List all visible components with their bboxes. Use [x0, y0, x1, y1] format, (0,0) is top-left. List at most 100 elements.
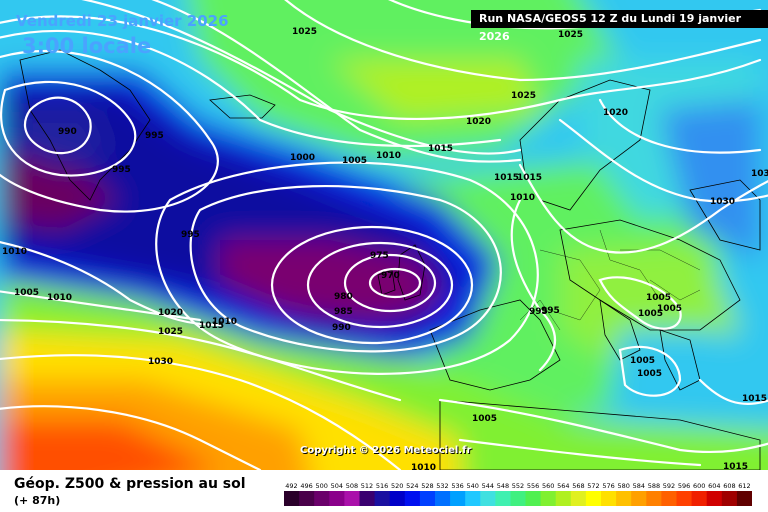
scale-tick-label: 556: [527, 482, 539, 490]
scale-swatch: [404, 491, 421, 506]
color-scale: 492 496 500 504 508 512 516 520 524 528 532 536 540 5…: [284, 482, 752, 506]
isobar-label: 1005: [657, 304, 682, 314]
isobar-label: 995: [541, 306, 560, 316]
isobar-label: 1015: [428, 144, 453, 154]
isobar-label: 1030: [751, 169, 768, 179]
isobar-label: 1015: [199, 321, 224, 331]
isobar-label: 1025: [511, 91, 536, 101]
scale-swatch: [706, 491, 723, 506]
isobar-labels: 1025 1025 1025 1020 1020 990 995 995 100…: [2, 27, 768, 470]
isobar-label: 1010: [2, 247, 27, 257]
isobar-label: 1030: [710, 197, 735, 207]
scale-tick-label: 564: [557, 482, 569, 490]
scale-tick-label: 560: [542, 482, 554, 490]
scale-swatch: [465, 491, 481, 506]
copyright: Copyright © 2026 Meteociel.fr: [300, 445, 472, 456]
scale-tick-label: 580: [617, 482, 629, 490]
scale-swatch: [736, 491, 752, 506]
scale-swatch: [314, 491, 330, 506]
scale-swatch: [616, 491, 632, 506]
isobar-label: 1005: [472, 414, 497, 424]
scale-swatch: [495, 491, 511, 506]
isobar-label: 1005: [646, 293, 671, 303]
scale-tick-label: 588: [648, 482, 660, 490]
scale-tick-label: 552: [512, 482, 524, 490]
scale-tick-label: 608: [723, 482, 735, 490]
scale-swatch: [389, 491, 406, 506]
isobar-label: 995: [529, 307, 548, 317]
scale-swatch: [555, 491, 572, 506]
isobar-label: 1015: [517, 173, 542, 183]
isobar-label: 1015: [494, 173, 519, 183]
scale-tick-label: 600: [693, 482, 705, 490]
isobar-label: 980: [334, 292, 353, 302]
scale-tick-label: 532: [436, 482, 448, 490]
isobar-label: 1005: [14, 288, 39, 298]
isobar-label: 1000: [290, 153, 315, 163]
isobar-label: 1025: [292, 27, 317, 37]
isobar-label: 990: [58, 127, 77, 137]
scale-swatch: [691, 491, 708, 506]
scale-swatch: [601, 491, 617, 506]
scale-swatch: [359, 491, 375, 506]
coastlines: [19, 49, 761, 470]
scale-swatch: [329, 491, 345, 506]
scale-tick-label: 524: [406, 482, 418, 490]
scale-swatch: [631, 491, 647, 506]
weather-map: 1025 1025 1025 1020 1020 990 995 995 100…: [0, 0, 768, 470]
run-info: Run NASA/GEOS5 12 Z du Lundi 19 janvier …: [471, 10, 768, 43]
scale-swatch: [344, 491, 360, 506]
scale-tick-label: 568: [572, 482, 584, 490]
scale-tick-label: 548: [497, 482, 509, 490]
map-title: Géop. Z500 & pression au sol: [14, 476, 246, 492]
isobar-label: 1010: [47, 293, 72, 303]
isobar-label: 975: [370, 251, 389, 261]
isobar-label: 990: [332, 323, 351, 333]
isobar-label: 1015: [742, 394, 767, 404]
scale-tick-label: 520: [391, 482, 403, 490]
scale-tick-label: 572: [587, 482, 599, 490]
scale-swatch: [676, 491, 692, 506]
scale-tick-label: 516: [376, 482, 388, 490]
scale-tick-label: 500: [315, 482, 327, 490]
scale-swatch: [661, 491, 677, 506]
scale-swatch: [419, 491, 436, 506]
isobar-label: 1005: [630, 356, 655, 366]
scale-swatch: [480, 491, 496, 506]
scale-tick-label: 512: [361, 482, 373, 490]
scale-tick-label: 540: [466, 482, 478, 490]
scale-tick-label: 576: [602, 482, 614, 490]
isobar-label: 995: [145, 131, 164, 141]
scale-tick-label: 536: [451, 482, 463, 490]
scale-swatch: [435, 491, 451, 506]
isobar-label: 1025: [158, 327, 183, 337]
isobar-label: 1015: [723, 462, 748, 470]
scale-swatch: [646, 491, 662, 506]
isobar-label: 1005: [637, 369, 662, 379]
geopotential-field: [0, 0, 768, 470]
scale-tick-label: 592: [663, 482, 675, 490]
scale-swatch: [540, 491, 557, 506]
isobar-label: 1005: [342, 156, 367, 166]
scale-swatch: [721, 491, 738, 506]
isobar-label: 970: [381, 271, 400, 281]
scale-tick-label: 604: [708, 482, 720, 490]
isobar-label: 1010: [411, 463, 436, 470]
scale-tick-label: 612: [738, 482, 750, 490]
isobar-label: 1020: [158, 308, 183, 318]
isobar-label: 1010: [510, 193, 535, 203]
scale-tick-label: 492: [285, 482, 297, 490]
isobar-label: 1025: [558, 30, 583, 40]
scale-swatch: [510, 491, 526, 506]
scale-swatch: [284, 491, 300, 506]
isobar-label: 1005: [638, 309, 663, 319]
isobar-label: 995: [181, 230, 200, 240]
scale-tick-label: 528: [421, 482, 433, 490]
isobar-label: 995: [112, 165, 131, 175]
scale-swatch: [525, 491, 541, 506]
isobar-label: 1010: [212, 317, 237, 327]
isobar-label: 1030: [148, 357, 173, 367]
isobar-lines: [0, 0, 768, 470]
forecast-lead: (+ 87h): [14, 494, 61, 507]
forecast-date: Vendredi 23 janvier 2026: [16, 12, 229, 30]
